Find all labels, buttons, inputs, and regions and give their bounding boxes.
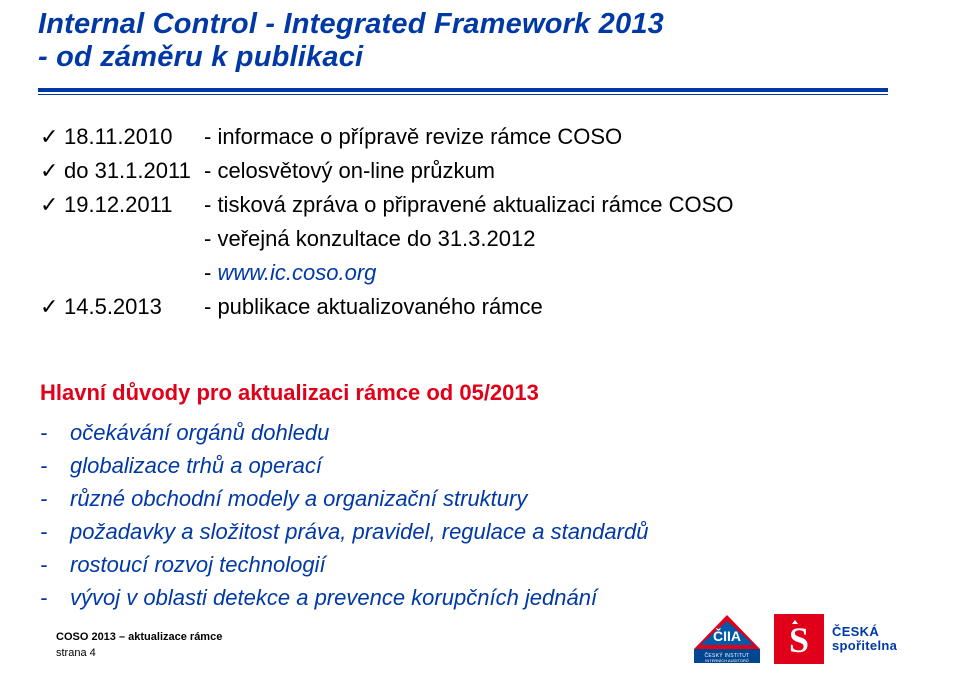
coso-link[interactable]: www.ic.coso.org xyxy=(217,260,376,285)
timeline-row: ✓ 19.12.2011 - tisková zpráva o připrave… xyxy=(40,188,860,222)
timeline-sub-desc: - veřejná konzultace do 31.3.2012 xyxy=(204,222,535,256)
dash-icon: - xyxy=(40,581,70,614)
reason-item: - očekávání orgánů dohledu xyxy=(40,416,648,449)
reason-text: očekávání orgánů dohledu xyxy=(70,416,329,449)
cs-line2: spořitelna xyxy=(832,639,897,653)
reason-text: globalizace trhů a operací xyxy=(70,449,322,482)
reason-item: - vývoj v oblasti detekce a prevence kor… xyxy=(40,581,648,614)
timeline-desc: - tisková zpráva o připravené aktualizac… xyxy=(204,188,860,222)
rule-thin xyxy=(38,94,888,95)
reason-text: rostoucí rozvoj technologií xyxy=(70,548,326,581)
ciia-logo-svg: ČIIA ČESKÝ INSTITUT INTERNÍCH AUDITORŮ xyxy=(694,615,760,663)
check-icon: ✓ xyxy=(40,188,64,222)
timeline-desc: - celosvětový on-line průzkum xyxy=(204,154,860,188)
footer-page: strana 4 xyxy=(56,647,96,659)
timeline-subline: - www.ic.coso.org xyxy=(40,256,860,290)
timeline-sub-desc: - www.ic.coso.org xyxy=(204,256,376,290)
reason-item: - požadavky a složitost práva, pravidel,… xyxy=(40,515,648,548)
timeline-list: ✓ 18.11.2010 - informace o přípravě revi… xyxy=(40,120,860,325)
rule-thick xyxy=(38,88,888,92)
ceska-sporitelna-logo: S ČESKÁ spořitelna xyxy=(774,613,904,665)
check-icon: ✓ xyxy=(40,154,64,188)
reason-item: - různé obchodní modely a organizační st… xyxy=(40,482,648,515)
check-icon: ✓ xyxy=(40,120,64,154)
reasons-list: - očekávání orgánů dohledu - globalizace… xyxy=(40,416,648,614)
reason-item: - rostoucí rozvoj technologií xyxy=(40,548,648,581)
title-rule xyxy=(38,88,888,95)
footer-title: COSO 2013 – aktualizace rámce xyxy=(56,631,222,643)
timeline-date: 14.5.2013 xyxy=(64,290,204,324)
dash-text: - xyxy=(204,260,217,285)
dash-icon: - xyxy=(40,482,70,515)
svg-text:S: S xyxy=(789,620,809,660)
dash-icon: - xyxy=(40,515,70,548)
timeline-row: ✓ 18.11.2010 - informace o přípravě revi… xyxy=(40,120,860,154)
svg-text:INTERNÍCH AUDITORŮ: INTERNÍCH AUDITORŮ xyxy=(705,658,749,663)
reason-text: vývoj v oblasti detekce a prevence korup… xyxy=(70,581,597,614)
svg-text:ČIIA: ČIIA xyxy=(713,627,741,644)
timeline-subline: - veřejná konzultace do 31.3.2012 xyxy=(40,222,860,256)
timeline-date: 18.11.2010 xyxy=(64,120,204,154)
cs-mark-icon: S xyxy=(774,614,824,664)
timeline-desc: - informace o přípravě revize rámce COSO xyxy=(204,120,860,154)
dash-icon: - xyxy=(40,416,70,449)
cs-line1: ČESKÁ xyxy=(832,625,897,639)
title-line-1: Internal Control - Integrated Framework … xyxy=(38,8,664,40)
section-heading: Hlavní důvody pro aktualizaci rámce od 0… xyxy=(40,380,539,406)
timeline-row: ✓ 14.5.2013 - publikace aktualizovaného … xyxy=(40,290,860,324)
check-icon: ✓ xyxy=(40,290,64,324)
reason-text: požadavky a složitost práva, pravidel, r… xyxy=(70,515,648,548)
spacer xyxy=(40,222,204,256)
dash-icon: - xyxy=(40,449,70,482)
slide-title: Internal Control - Integrated Framework … xyxy=(38,8,664,75)
reason-item: - globalizace trhů a operací xyxy=(40,449,648,482)
timeline-date: do 31.1.2011 xyxy=(64,154,204,188)
timeline-desc: - publikace aktualizovaného rámce xyxy=(204,290,860,324)
title-line-2: - od záměru k publikaci xyxy=(38,41,363,73)
timeline-date: 19.12.2011 xyxy=(64,188,204,222)
reason-text: různé obchodní modely a organizační stru… xyxy=(70,482,527,515)
spacer xyxy=(40,256,204,290)
ciia-logo: ČIIA ČESKÝ INSTITUT INTERNÍCH AUDITORŮ xyxy=(694,615,760,663)
cs-text: ČESKÁ spořitelna xyxy=(832,625,897,654)
slide: Internal Control - Integrated Framework … xyxy=(0,0,960,681)
timeline-row: ✓ do 31.1.2011 - celosvětový on-line prů… xyxy=(40,154,860,188)
dash-icon: - xyxy=(40,548,70,581)
